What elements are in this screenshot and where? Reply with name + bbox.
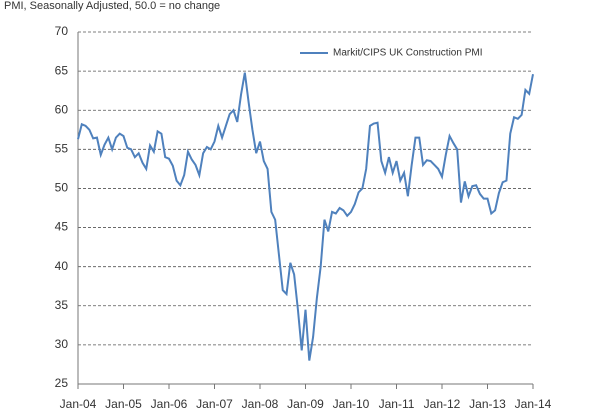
x-tick-label: Jan-07 xyxy=(196,397,233,411)
y-tick-label: 40 xyxy=(55,259,69,273)
x-tick-label: Jan-13 xyxy=(469,397,506,411)
x-tick-label: Jan-08 xyxy=(242,397,279,411)
x-tick-label: Jan-05 xyxy=(105,397,142,411)
x-tick-label: Jan-10 xyxy=(333,397,370,411)
y-tick-label: 50 xyxy=(55,181,69,195)
y-tick-label: 25 xyxy=(55,376,69,390)
y-tick-label: 45 xyxy=(55,220,69,234)
legend-label: Markit/CIPS UK Construction PMI xyxy=(333,48,482,59)
y-tick-label: 55 xyxy=(55,142,69,156)
x-tick-label: Jan-11 xyxy=(379,397,415,411)
y-tick-label: 30 xyxy=(55,337,69,351)
y-tick-label: 35 xyxy=(55,298,69,312)
y-tick-label: 70 xyxy=(55,24,69,38)
y-tick-label: 60 xyxy=(55,102,69,116)
x-tick-label: Jan-12 xyxy=(424,397,461,411)
x-tick-label: Jan-14 xyxy=(515,397,552,411)
chart-subtitle: PMI, Seasonally Adjusted, 50.0 = no chan… xyxy=(4,0,220,12)
x-tick-label: Jan-09 xyxy=(287,397,324,411)
x-tick-label: Jan-04 xyxy=(60,397,97,411)
x-tick-label: Jan-06 xyxy=(151,397,188,411)
y-tick-label: 65 xyxy=(55,63,69,77)
series-line xyxy=(77,72,534,361)
